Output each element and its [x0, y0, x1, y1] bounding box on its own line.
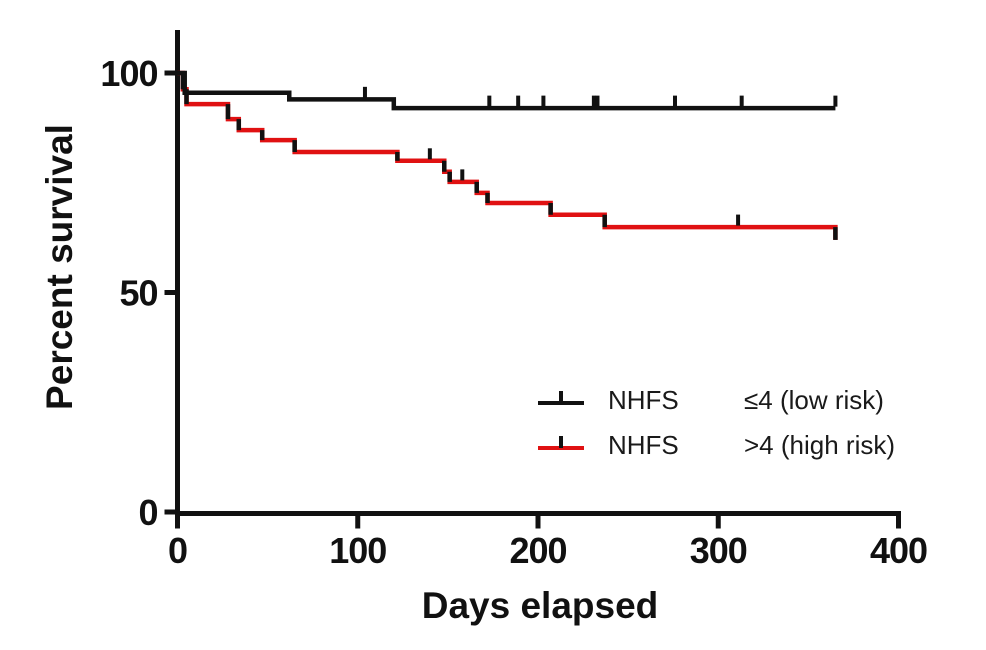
x-tick-label: 0	[168, 530, 187, 571]
x-tick-label: 200	[509, 530, 566, 571]
censor-tick-icon	[559, 390, 563, 403]
x-tick-label: 400	[870, 530, 927, 571]
y-tick-label: 0	[138, 492, 157, 533]
legend-line-low-risk	[538, 400, 584, 405]
axes: 0 50 100 0 100 200 300 400	[100, 30, 928, 571]
y-tick-label: 100	[100, 53, 157, 94]
legend-item-high-risk: NHFS >4 (high risk)	[538, 423, 895, 468]
legend-label-prefix-high-risk: NHFS	[608, 430, 679, 460]
legend-line-sample-high-risk	[538, 435, 584, 457]
x-tick-label: 100	[329, 530, 386, 571]
legend: NHFS ≤4 (low risk) NHFS >4 (high risk)	[538, 378, 895, 468]
legend-label-detail-high-risk: >4 (high risk)	[744, 430, 895, 460]
x-tick-label: 300	[690, 530, 747, 571]
legend-label-prefix-low-risk: NHFS	[608, 385, 679, 415]
censor-tick-icon	[559, 435, 563, 448]
legend-label-detail-low-risk: ≤4 (low risk)	[744, 385, 884, 415]
legend-item-low-risk: NHFS ≤4 (low risk)	[538, 378, 895, 423]
x-axis-title: Days elapsed	[422, 585, 659, 626]
y-tick-label: 50	[119, 273, 157, 314]
km-curve-low-risk	[177, 70, 836, 111]
survival-curves	[177, 70, 838, 240]
y-axis-title: Percent survival	[39, 124, 80, 410]
legend-line-sample-low-risk	[538, 390, 584, 412]
legend-line-high-risk	[538, 445, 584, 450]
